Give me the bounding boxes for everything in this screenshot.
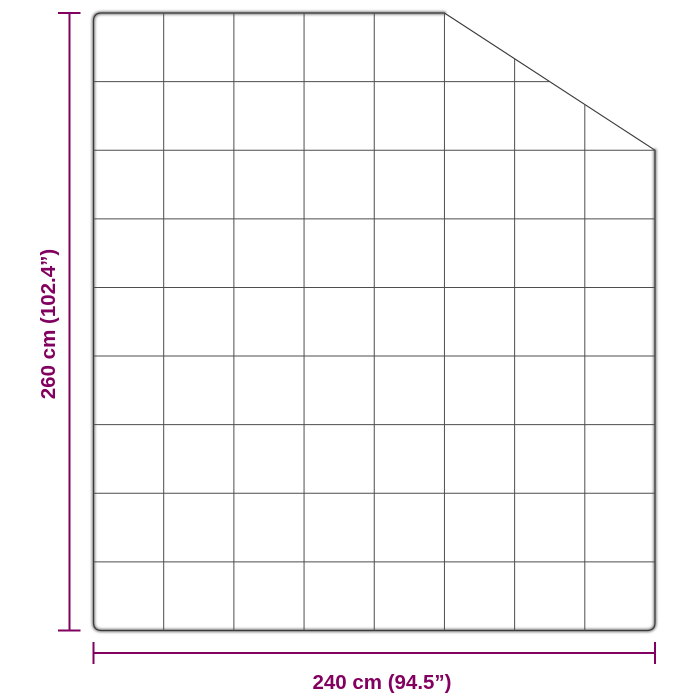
- svg-text:240 cm (94.5”): 240 cm (94.5”): [312, 671, 451, 694]
- svg-text:260 cm (102.4”): 260 cm (102.4”): [37, 249, 60, 399]
